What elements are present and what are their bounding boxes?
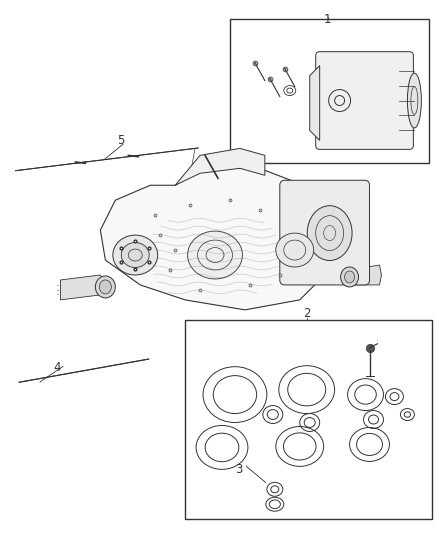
Polygon shape: [60, 275, 106, 300]
Ellipse shape: [187, 231, 242, 279]
Text: 5: 5: [117, 134, 124, 147]
Polygon shape: [350, 265, 381, 285]
Polygon shape: [310, 66, 320, 140]
Bar: [185, 320, 432, 519]
Ellipse shape: [95, 276, 115, 298]
Ellipse shape: [307, 206, 352, 261]
Text: 2: 2: [303, 308, 311, 320]
Ellipse shape: [113, 235, 158, 275]
Bar: [230, 19, 429, 163]
Ellipse shape: [407, 73, 421, 128]
Ellipse shape: [345, 271, 355, 283]
Polygon shape: [100, 165, 355, 310]
Ellipse shape: [99, 280, 111, 294]
Ellipse shape: [276, 233, 314, 267]
Text: 3: 3: [235, 463, 243, 476]
Text: 1: 1: [324, 13, 332, 26]
Text: 4: 4: [54, 361, 61, 374]
FancyBboxPatch shape: [316, 52, 413, 149]
Polygon shape: [175, 148, 265, 185]
Polygon shape: [19, 359, 148, 382]
FancyBboxPatch shape: [280, 180, 370, 285]
Ellipse shape: [341, 267, 359, 287]
Ellipse shape: [121, 243, 149, 268]
